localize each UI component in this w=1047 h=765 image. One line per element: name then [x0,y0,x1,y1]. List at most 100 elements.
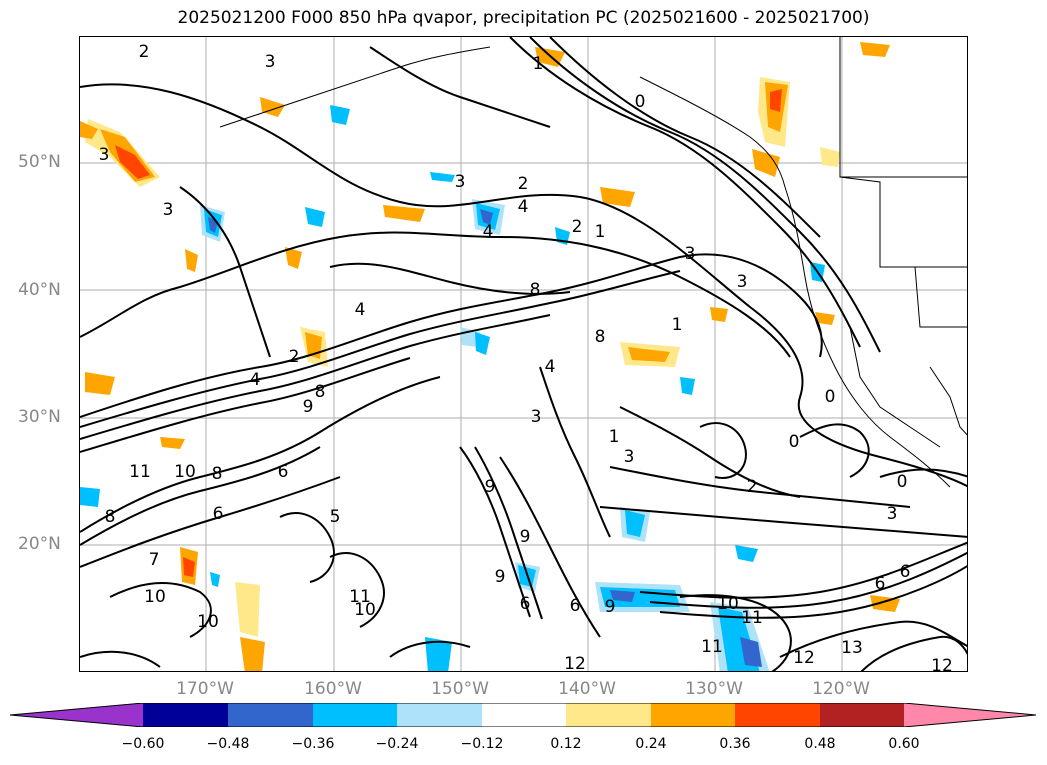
contour-label: 3 [531,407,542,427]
colorbar-tick: 0.24 [635,736,667,752]
contour-label: 2 [572,217,583,237]
contour-label: 4 [518,197,529,217]
colorbar-tick: 0.48 [804,736,836,752]
map-svg: 2 3 3 1 0 3 3 3 2 4 2 1 4 4 8 1 2 3 4 4 … [80,37,967,672]
contour-label: 6 [570,596,581,616]
contour-label: 3 [163,200,174,220]
contour-label: 8 [530,280,541,300]
contour-label: 11 [349,587,371,607]
lon-label-150w: 150°W [431,679,489,699]
colorbar-segment [820,703,904,727]
lat-label-40n: 40°N [18,280,61,300]
contour-label: 6 [875,574,886,594]
contour-label: 7 [149,550,160,570]
contour-label: 1 [595,222,606,242]
contour-label: 2 [747,477,758,497]
lon-label-130w: 130°W [685,679,743,699]
colorbar-segment [397,703,482,727]
contour-label: 2 [518,174,529,194]
contour-label: 4 [545,357,556,377]
contour-label: 6 [520,594,531,614]
graticule [80,37,967,671]
contour-label: 11 [129,462,151,482]
map-panel: 2 3 3 1 0 3 3 3 2 4 2 1 4 4 8 1 2 3 4 4 … [79,36,968,672]
coastlines [219,37,967,488]
colorbar-segment [228,703,313,727]
contour-label: 9 [495,567,506,587]
colorbar-tick: −0.12 [460,736,504,752]
colorbar-outline [10,703,1037,727]
contour-label: 9 [303,397,314,417]
colorbar-tick: −0.60 [121,736,165,752]
contour-label: 5 [330,507,341,527]
contour-labels: 2 3 3 1 0 3 3 3 2 4 2 1 4 4 8 1 2 3 4 4 … [99,42,953,672]
colorbar-tick: −0.48 [206,736,250,752]
contour-label: 6 [278,462,289,482]
qvapor-contours [80,37,967,671]
contour-label: 13 [841,638,863,658]
contour-label: 8 [212,464,223,484]
contour-label: 2 [139,42,150,62]
colorbar-tick: −0.24 [375,736,419,752]
contour-label: 1 [609,427,620,447]
contour-label: 4 [483,222,494,242]
contour-label: 0 [897,472,908,492]
colorbar-extend-high [904,703,1036,727]
colorbar-segment [482,703,566,727]
lon-label-120w: 120°W [812,679,870,699]
contour-label: 3 [685,244,696,264]
colorbar-tick: 0.36 [719,736,751,752]
contour-label: 10 [354,600,376,620]
lat-label-50n: 50°N [18,152,61,172]
contour-label: 10 [144,587,166,607]
precip-positive [80,42,900,671]
contour-label: 6 [213,504,224,524]
contour-label: 0 [825,387,836,407]
contour-label: 3 [99,145,110,165]
contour-label: 10 [197,612,219,632]
colorbar-tick: 0.60 [888,736,920,752]
contour-label: 8 [595,327,606,347]
contour-label: 12 [793,648,815,668]
colorbar-extend-low [10,703,143,727]
lon-label-170w: 170°W [176,679,234,699]
colorbar-segment [735,703,820,727]
contour-label: 9 [520,527,531,547]
lon-label-160w: 160°W [304,679,362,699]
contour-label: 10 [174,462,196,482]
contour-label: 3 [265,52,276,72]
contour-label: 4 [250,370,261,390]
contour-label: 3 [455,172,466,192]
contour-label: 8 [315,382,326,402]
colorbar-segment [566,703,651,727]
colorbar-segment [651,703,735,727]
colorbar-segment [143,703,228,727]
contour-label: 6 [900,562,911,582]
contour-label: 11 [701,637,723,657]
contour-label: 12 [931,656,953,672]
colorbar [10,703,1037,727]
contour-label: 2 [289,347,300,367]
lat-label-30n: 30°N [18,407,61,427]
map-title: 2025021200 F000 850 hPa qvapor, precipit… [177,8,870,28]
contour-label: 3 [737,272,748,292]
contour-label: 8 [105,507,116,527]
lat-label-20n: 20°N [18,534,61,554]
colorbar-tick: −0.36 [291,736,335,752]
contour-label: 4 [355,300,366,320]
contour-label: 1 [672,315,683,335]
contour-label: 11 [741,608,763,628]
colorbar-tick: 0.12 [550,736,582,752]
contour-label: 1 [533,54,544,74]
contour-label: 9 [605,597,616,617]
contour-label: 12 [564,654,586,672]
contour-label: 0 [789,432,800,452]
contour-label: 9 [485,477,496,497]
precip-negative [80,105,825,671]
contour-label: 0 [635,92,646,112]
colorbar-segment [313,703,397,727]
contour-label: 3 [887,504,898,524]
lon-label-140w: 140°W [558,679,616,699]
contour-label: 3 [624,447,635,467]
contour-label: 10 [717,594,739,614]
